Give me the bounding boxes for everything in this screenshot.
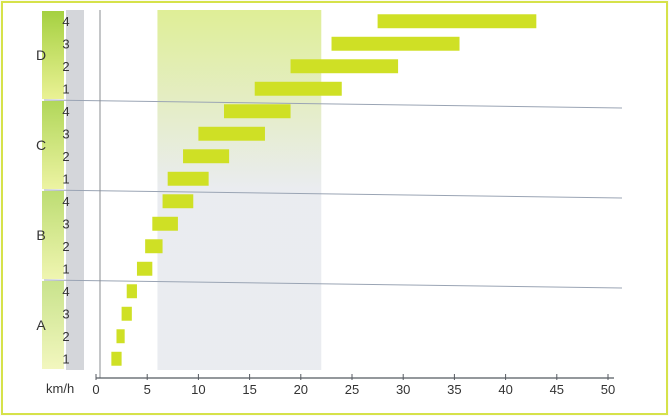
range-bar-b-2: [145, 239, 163, 254]
gear-label: 3: [62, 216, 69, 231]
range-bar-c-1: [167, 171, 209, 186]
x-tick-label: 50: [601, 382, 615, 397]
range-bar-a-1: [111, 351, 122, 366]
range-bar-c-4: [224, 104, 291, 119]
gear-label: 1: [62, 171, 69, 186]
range-bar-a-4: [126, 284, 137, 299]
gear-label: 2: [62, 59, 69, 74]
gear-label: 4: [62, 104, 69, 119]
group-column-a: [42, 281, 64, 369]
gear-label: 4: [62, 284, 69, 299]
x-tick-label: 25: [345, 382, 359, 397]
range-bar-c-3: [198, 126, 265, 141]
range-bar-b-1: [136, 261, 153, 276]
gear-label: 1: [62, 261, 69, 276]
range-bar-d-3: [331, 36, 460, 51]
group-label: A: [36, 317, 46, 333]
group-separator: [43, 99, 623, 109]
gear-label: 4: [62, 14, 69, 29]
range-bar-b-4: [162, 194, 194, 209]
x-axis-unit-label: km/h: [46, 381, 74, 396]
range-bar-d-1: [254, 81, 342, 96]
gear-label: 2: [62, 239, 69, 254]
group-column-c: [42, 101, 64, 189]
group-separator: [43, 189, 623, 199]
group-label: D: [36, 47, 46, 63]
gear-label: 1: [62, 81, 69, 96]
x-tick-label: 35: [447, 382, 461, 397]
gear-label: 1: [62, 351, 69, 366]
range-bar-d-2: [290, 59, 399, 74]
gear-label: 3: [62, 126, 69, 141]
x-tick-label: 15: [242, 382, 256, 397]
x-tick-label: 40: [498, 382, 512, 397]
group-column-d: [42, 11, 64, 99]
x-tick-label: 30: [396, 382, 410, 397]
group-column-b: [42, 191, 64, 279]
group-label: C: [36, 137, 46, 153]
group-label: B: [36, 227, 45, 243]
range-bar-b-3: [152, 216, 178, 231]
gear-label: 3: [62, 306, 69, 321]
x-tick-label: 45: [550, 382, 564, 397]
x-tick-label: 5: [144, 382, 151, 397]
x-tick-label: 20: [294, 382, 308, 397]
gear-label: 4: [62, 194, 69, 209]
range-bar-a-2: [116, 329, 125, 344]
gear-label: 2: [62, 149, 69, 164]
gear-label: 3: [62, 36, 69, 51]
range-bar-d-4: [377, 14, 537, 29]
range-bar-a-3: [121, 306, 132, 321]
x-tick-label: 0: [92, 382, 99, 397]
group-separator: [43, 279, 623, 289]
gear-label: 2: [62, 329, 69, 344]
x-tick-label: 10: [191, 382, 205, 397]
range-bar-c-2: [183, 149, 230, 164]
